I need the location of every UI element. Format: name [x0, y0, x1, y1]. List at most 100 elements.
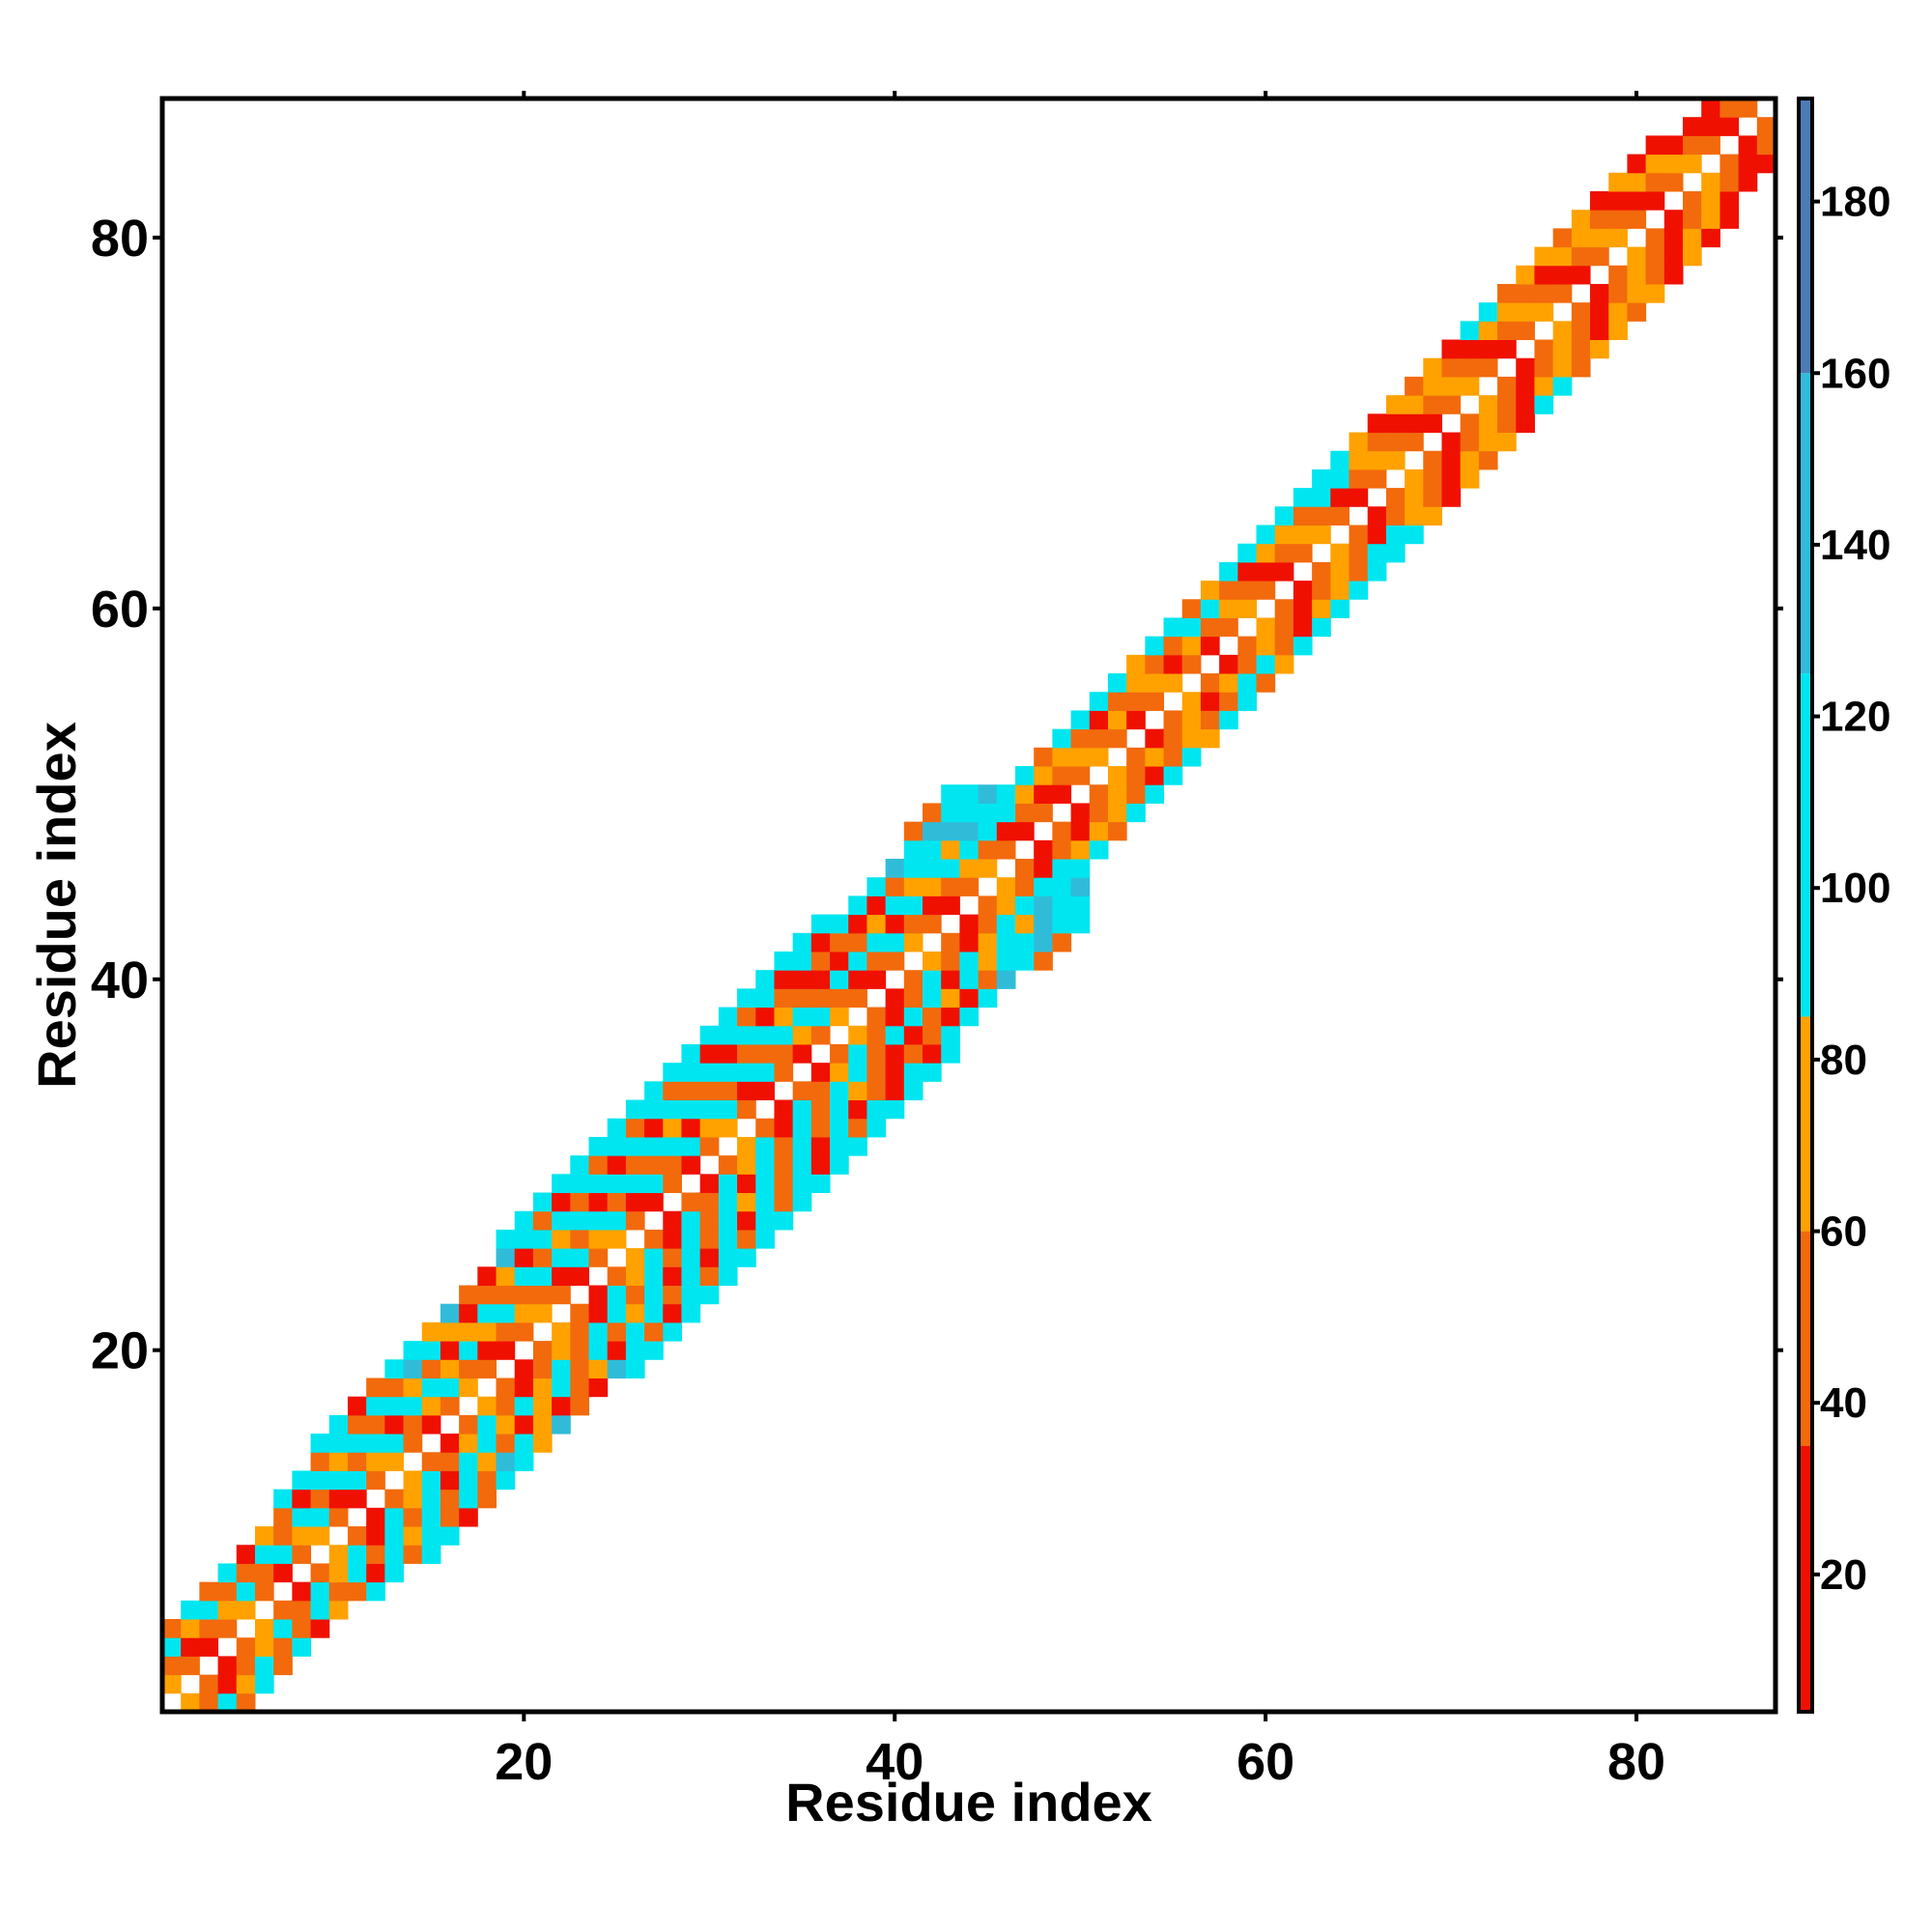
- cell: [830, 932, 849, 952]
- cell: [959, 877, 980, 896]
- cell: [514, 1229, 534, 1249]
- cell: [217, 1656, 238, 1676]
- cell: [996, 970, 1016, 989]
- cell: [1349, 432, 1369, 452]
- cell: [1237, 543, 1258, 563]
- cell: [1663, 228, 1684, 248]
- cell: [885, 1007, 905, 1027]
- cell: [588, 1155, 609, 1175]
- cell: [644, 1192, 664, 1212]
- cell: [792, 1118, 812, 1138]
- cell: [607, 1136, 627, 1156]
- x-tick-label: 80: [1607, 1733, 1665, 1791]
- cell: [588, 1248, 609, 1267]
- cell: [1441, 432, 1462, 452]
- cell: [1719, 190, 1740, 211]
- cell: [1423, 395, 1442, 414]
- cell: [625, 1210, 645, 1231]
- cell: [718, 1174, 738, 1194]
- cell: [903, 1025, 923, 1045]
- cell: [1274, 654, 1294, 674]
- cell: [737, 1099, 756, 1120]
- cell: [959, 951, 980, 971]
- cell: [607, 1174, 627, 1194]
- cell: [718, 1063, 738, 1082]
- cell: [1181, 710, 1202, 730]
- cell: [273, 1507, 293, 1527]
- cell: [1163, 766, 1183, 785]
- cell: [292, 1507, 312, 1527]
- cell: [903, 1063, 923, 1082]
- cell: [328, 1470, 349, 1491]
- cell: [496, 1414, 516, 1435]
- cell: [699, 1174, 720, 1194]
- cell: [1719, 210, 1740, 229]
- cell: [1014, 821, 1035, 841]
- cell: [459, 1341, 478, 1360]
- cell: [959, 839, 980, 860]
- cell: [1590, 210, 1609, 229]
- cell: [718, 1229, 738, 1249]
- cell: [737, 1081, 756, 1101]
- cell: [830, 1118, 849, 1138]
- cell: [1107, 673, 1127, 693]
- cell: [978, 951, 998, 971]
- cell: [1274, 525, 1294, 545]
- cell: [737, 988, 756, 1009]
- cell: [273, 1619, 293, 1638]
- cell: [867, 1081, 887, 1101]
- cell: [1312, 561, 1331, 582]
- cell: [1441, 357, 1462, 378]
- cell: [625, 1341, 645, 1360]
- cell: [718, 1210, 738, 1231]
- cell: [1034, 932, 1053, 952]
- cell: [810, 970, 831, 989]
- cell: [718, 1155, 738, 1175]
- cell: [199, 1600, 219, 1620]
- cell: [978, 859, 998, 878]
- cell: [366, 1434, 385, 1453]
- cell: [699, 1210, 720, 1231]
- cell: [384, 1489, 405, 1509]
- cell: [570, 1210, 589, 1231]
- cell: [1516, 357, 1535, 378]
- cell: [459, 1303, 478, 1323]
- cell: [625, 1099, 645, 1120]
- cell: [1219, 673, 1238, 693]
- cell: [570, 1248, 589, 1267]
- cell: [903, 895, 923, 916]
- cell: [774, 1155, 794, 1175]
- cell: [588, 1174, 609, 1194]
- cell: [625, 1118, 645, 1138]
- cell: [347, 1434, 367, 1453]
- cell: [774, 988, 794, 1009]
- cell: [718, 1025, 738, 1045]
- cell: [1645, 154, 1665, 174]
- cell: [996, 803, 1016, 823]
- cell: [681, 1063, 701, 1082]
- cell: [663, 1155, 682, 1175]
- cell: [1701, 117, 1720, 136]
- cell: [625, 1136, 645, 1156]
- cell: [1478, 432, 1498, 452]
- cell: [1367, 525, 1387, 545]
- cell: [1590, 302, 1609, 322]
- cell: [292, 1600, 312, 1620]
- cell: [1460, 339, 1480, 359]
- colorbar-tick-label: 40: [1820, 1379, 1867, 1427]
- cell: [792, 1174, 812, 1194]
- cell: [941, 970, 960, 989]
- cell: [923, 1043, 942, 1064]
- cell: [923, 970, 942, 989]
- cell: [1089, 784, 1109, 804]
- cell: [421, 1341, 441, 1360]
- cell: [1089, 747, 1109, 767]
- cell: [310, 1619, 330, 1638]
- cell: [1145, 747, 1165, 767]
- cell: [1034, 766, 1053, 785]
- cell: [681, 1043, 701, 1064]
- cell: [1349, 488, 1369, 507]
- cell: [1738, 172, 1758, 192]
- cell: [570, 1378, 589, 1398]
- cell: [217, 1563, 238, 1583]
